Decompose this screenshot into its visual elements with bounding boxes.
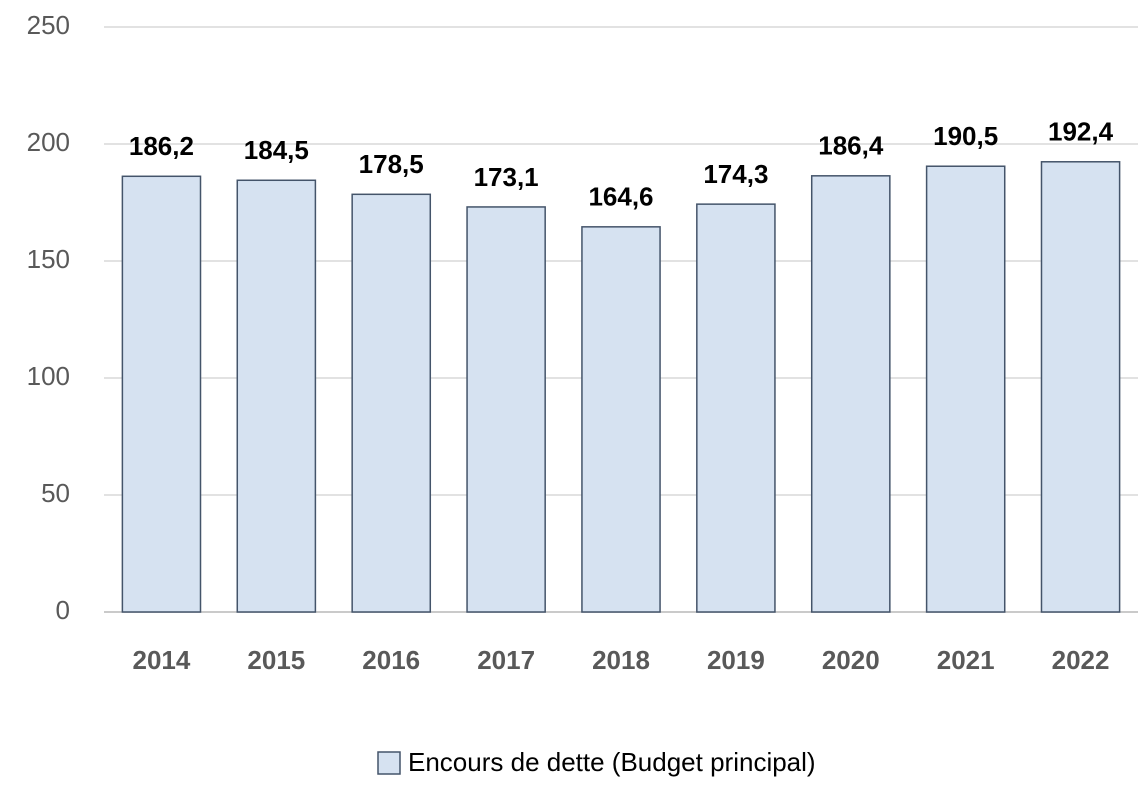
data-label: 178,5 xyxy=(359,149,424,179)
legend-swatch xyxy=(377,751,401,775)
bar xyxy=(810,175,891,613)
x-tick-label: 2018 xyxy=(592,645,650,675)
bar xyxy=(351,193,432,613)
bar xyxy=(1040,161,1121,613)
bar xyxy=(466,206,546,613)
data-label: 184,5 xyxy=(244,135,309,165)
x-tick-label: 2016 xyxy=(362,645,420,675)
y-tick-label: 200 xyxy=(27,127,70,157)
bar xyxy=(581,226,661,613)
y-tick-label: 50 xyxy=(41,478,70,508)
y-tick-label: 150 xyxy=(27,244,70,274)
bar xyxy=(121,175,202,613)
data-label: 173,1 xyxy=(474,162,539,192)
y-tick-label: 100 xyxy=(27,361,70,391)
data-label: 192,4 xyxy=(1048,117,1114,147)
x-tick-label: 2021 xyxy=(937,645,995,675)
data-label: 186,4 xyxy=(818,131,884,161)
data-label: 164,6 xyxy=(588,182,653,212)
x-tick-label: 2020 xyxy=(822,645,880,675)
data-label: 186,2 xyxy=(129,131,194,161)
x-tick-label: 2019 xyxy=(707,645,765,675)
x-tick-label: 2022 xyxy=(1052,645,1110,675)
x-tick-label: 2014 xyxy=(133,645,191,675)
x-tick-label: 2017 xyxy=(477,645,535,675)
x-tick-label: 2015 xyxy=(247,645,305,675)
y-tick-label: 0 xyxy=(56,595,70,625)
bar xyxy=(925,165,1006,613)
y-tick-label: 250 xyxy=(27,10,70,40)
data-label: 190,5 xyxy=(933,121,998,151)
data-label: 174,3 xyxy=(703,159,768,189)
legend-label: Encours de dette (Budget principal) xyxy=(408,747,816,777)
bar xyxy=(696,203,776,613)
bar xyxy=(236,179,317,613)
